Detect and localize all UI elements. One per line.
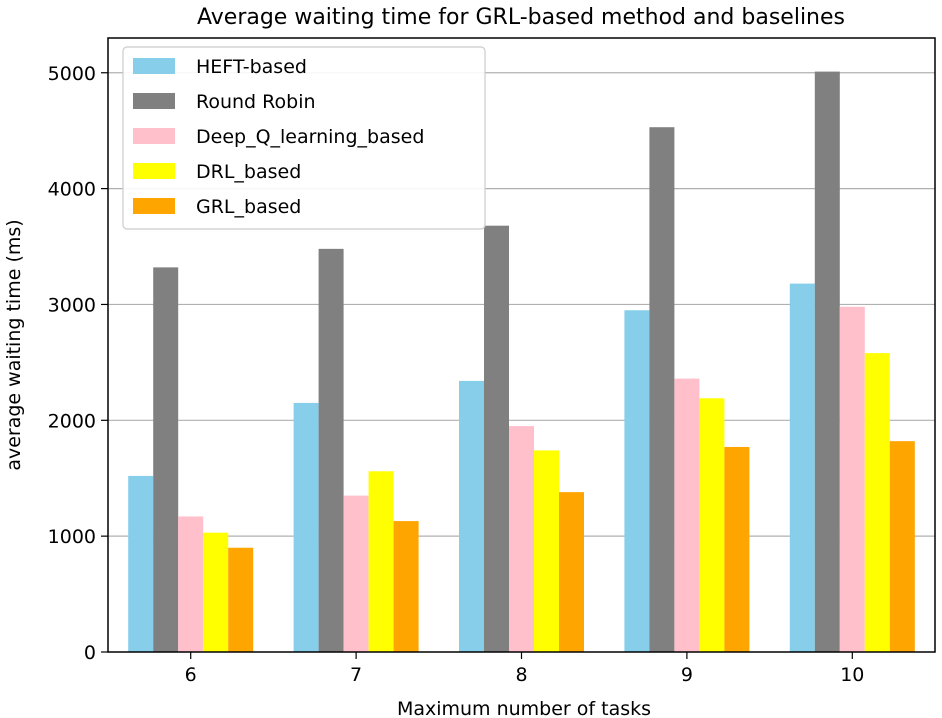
legend-label: HEFT-based: [196, 56, 307, 78]
legend-swatch: [133, 58, 175, 74]
bar: [699, 398, 725, 652]
bar: [393, 521, 419, 652]
x-tick-label: 9: [681, 664, 693, 686]
legend-box: [122, 46, 486, 230]
bar: [889, 441, 915, 652]
legend-label: Deep_Q_learning_based: [196, 126, 424, 148]
x-tick-label: 10: [840, 664, 864, 686]
bar: [674, 378, 700, 652]
x-tick-label: 7: [350, 664, 362, 686]
bar: [509, 426, 534, 652]
legend: HEFT-based Round Robin Deep_Q_learning_bas…: [122, 46, 486, 230]
y-tick-label: 1000: [48, 526, 96, 548]
chart-title: Average waiting time for GRL-based metho…: [197, 5, 845, 30]
legend-swatch: [133, 163, 175, 179]
y-tick-label: 2000: [48, 410, 96, 432]
bar: [203, 532, 229, 652]
x-tick-label: 8: [515, 664, 527, 686]
bar: [459, 380, 484, 652]
legend-swatch: [133, 128, 175, 144]
legend-swatch: [133, 198, 175, 214]
legend-label: GRL_based: [196, 196, 301, 218]
bar: [368, 471, 394, 652]
y-tick-label: 3000: [48, 294, 96, 316]
x-tick-label: 6: [185, 664, 197, 686]
y-tick-label: 4000: [48, 179, 96, 201]
bar: [178, 516, 204, 652]
bars: [128, 71, 915, 652]
y-axis: 0 1000 2000 3000 4000 5000: [48, 63, 108, 664]
x-axis: 6 7 8 9 10: [185, 652, 864, 686]
bar: [484, 225, 509, 652]
y-axis-label: average waiting time (ms): [3, 219, 25, 470]
bar: [724, 446, 750, 652]
y-tick-label: 0: [84, 642, 96, 664]
legend-label: Round Robin: [196, 91, 316, 113]
bar: [343, 495, 369, 652]
y-tick-label: 5000: [48, 63, 96, 85]
bar: [814, 71, 840, 652]
bar: [318, 248, 344, 652]
legend-swatch: [133, 93, 175, 109]
bar: [789, 283, 815, 652]
x-axis-label: Maximum number of tasks: [397, 698, 651, 718]
bar: [534, 450, 559, 652]
legend-label: DRL_based: [196, 161, 301, 183]
bar: [153, 267, 179, 652]
bar: [228, 547, 254, 652]
bar: [128, 475, 154, 652]
bar: [624, 310, 650, 652]
bar: [864, 353, 890, 652]
bar: [293, 402, 319, 652]
bar: [839, 306, 865, 652]
bar: [649, 127, 675, 652]
bar: [559, 492, 584, 652]
